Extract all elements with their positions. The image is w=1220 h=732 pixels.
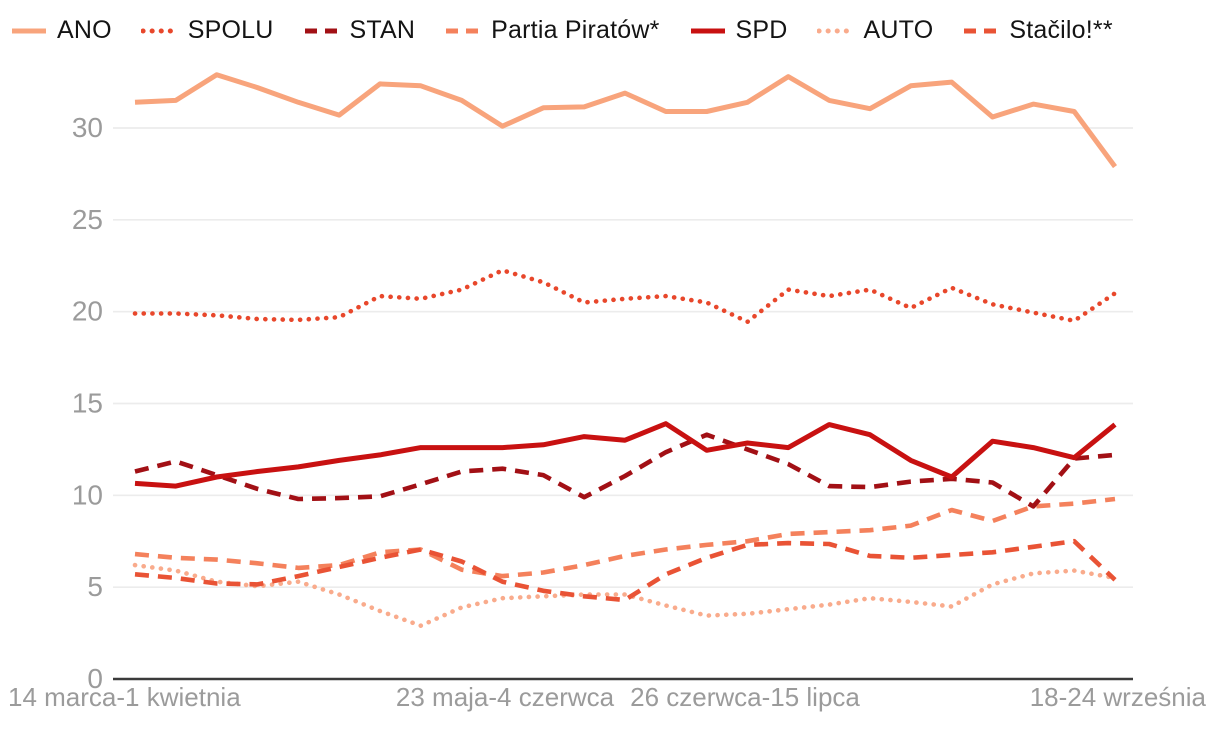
x-tick-label: 18-24 września — [1030, 682, 1207, 712]
y-tick-label: 10 — [72, 479, 103, 510]
legend-label-ano: ANO — [57, 16, 112, 44]
legend-item-partia-piratow: Partia Piratów* — [444, 16, 659, 45]
series-line-auto — [132, 562, 1118, 629]
y-tick-label: 5 — [87, 571, 103, 602]
auto-line-swatch — [816, 28, 855, 33]
partia-piratow-line-swatch — [446, 28, 481, 33]
series-line-partia-piratow — [134, 496, 1116, 579]
y-tick-label: 20 — [72, 296, 103, 327]
ano-line-swatch — [12, 28, 46, 33]
legend-item-stan: STAN — [303, 16, 416, 45]
legend-label-auto: AUTO — [863, 16, 934, 44]
spd-line-swatch — [690, 28, 725, 33]
x-tick-label: 23 maja-4 czerwca — [396, 682, 615, 712]
x-tick-label: 26 czerwca-15 lipca — [630, 682, 860, 712]
legend-label-spolu: SPOLU — [187, 16, 274, 44]
legend-item-spd: SPD — [689, 16, 788, 45]
legend-label-stan: STAN — [349, 16, 416, 44]
stan-line-swatch — [304, 28, 339, 33]
y-tick-label: 25 — [72, 204, 103, 235]
x-tick-label: 14 marca-1 kwietnia — [8, 682, 241, 712]
series-line-spd — [134, 421, 1117, 489]
stacilo-line-swatch — [964, 28, 999, 33]
legend-item-ano: ANO — [10, 16, 112, 45]
legend-label-stacilo: Stačilo!** — [1009, 16, 1113, 44]
series-line-stacilo — [134, 538, 1117, 603]
legend-item-stacilo: Stačilo!** — [962, 16, 1113, 45]
legend-label-spd: SPD — [735, 16, 788, 44]
y-tick-label: 0 — [87, 663, 103, 694]
legend-label-partia-piratow: Partia Piratów* — [491, 16, 660, 44]
chart-legend: ANO SPOLU STAN Partia Piratów* SPD AUTO Stačil… — [10, 16, 1113, 45]
legend-item-auto: AUTO — [816, 16, 934, 45]
legend-item-spolu: SPOLU — [140, 16, 274, 45]
series-line-spolu — [132, 267, 1118, 325]
spolu-line-swatch — [140, 28, 179, 33]
series-line-ano — [134, 72, 1118, 169]
y-tick-label: 30 — [72, 112, 103, 143]
y-tick-label: 15 — [72, 387, 103, 418]
